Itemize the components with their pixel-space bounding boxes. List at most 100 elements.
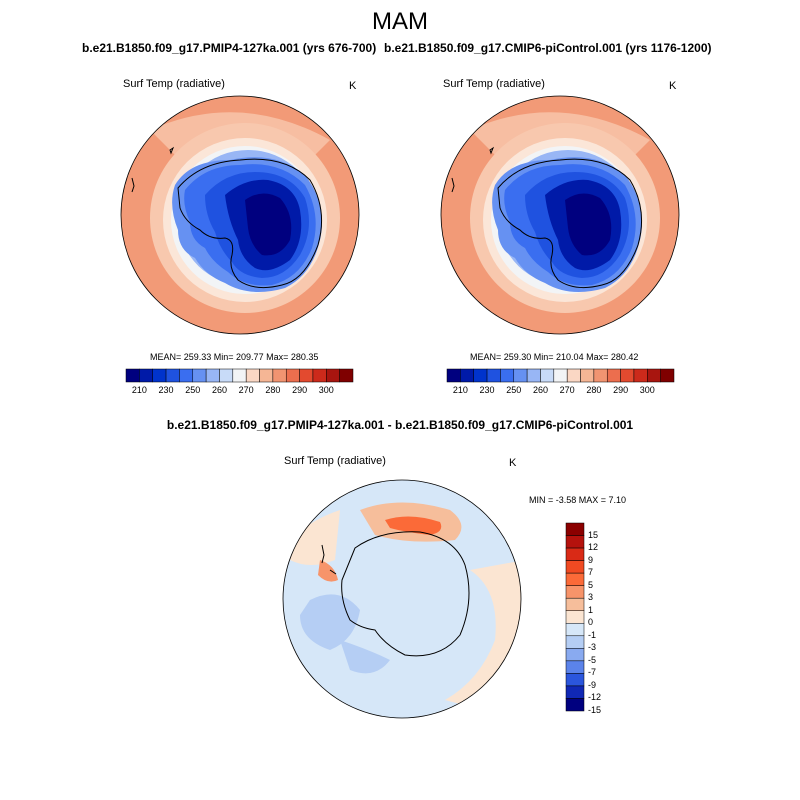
panel-1-colorbar-tick-label: 210 <box>131 385 147 395</box>
panel-2-colorbar-tick-label: 280 <box>586 385 602 395</box>
panel-1-colorbar-swatch <box>339 368 354 383</box>
difference-stats: MIN = -3.58 MAX = 7.10 <box>529 495 627 505</box>
panel-2-colorbar-swatch <box>526 368 541 383</box>
difference-colorbar-tick-label: 9 <box>588 554 594 565</box>
panel-2-colorbar-swatch <box>553 368 568 383</box>
difference-colorbar-tick-label: 1 <box>588 604 594 615</box>
difference-title: b.e21.B1850.f09_g17.PMIP4-127ka.001 - b.… <box>166 418 634 432</box>
difference-colorbar-swatch <box>565 610 585 624</box>
panel-2-colorbar-tick-label: 300 <box>639 385 655 395</box>
panel-1-colorbar-swatch <box>192 368 207 383</box>
panel-1-colorbar-swatch <box>232 368 247 383</box>
panel-2-colorbar-tick-label: 230 <box>479 385 495 395</box>
panel-1-colorbar-swatch <box>205 368 220 383</box>
difference-colorbar-swatch <box>565 572 585 586</box>
panel-2-polar-map <box>441 96 679 334</box>
difference-colorbar-tick-label: 3 <box>588 592 594 603</box>
difference-colorbar-swatch <box>565 698 585 712</box>
panel-1-colorbar-swatch <box>139 368 153 383</box>
panel-2-colorbar-swatch <box>606 368 621 383</box>
difference-colorbar-tick-label: -1 <box>588 629 597 640</box>
panel-1-units: K <box>349 80 357 92</box>
panel-2-colorbar-swatch <box>593 368 608 383</box>
difference-colorbar-swatch <box>565 522 585 536</box>
panel-2-colorbar-swatch <box>580 368 595 383</box>
panel-2-stats: MEAN= 259.30 Min= 210.04 Max= 280.42 <box>470 352 639 362</box>
panel-2-colorbar-tick-label: 270 <box>559 385 575 395</box>
panel-2-colorbar-tick-label: 290 <box>613 385 629 395</box>
difference-colorbar-swatch <box>565 560 585 574</box>
panel-1-colorbar-tick-label: 270 <box>238 385 254 395</box>
panel-1-polar-map <box>121 96 359 334</box>
panel-1-colorbar-swatch <box>272 368 287 383</box>
panel-1-title: b.e21.B1850.f09_g17.PMIP4-127ka.001 (yrs… <box>82 41 377 55</box>
panel-1-colorbar-swatch <box>165 368 180 383</box>
panel-2-colorbar-swatch <box>647 368 661 383</box>
panel-2-variable: Surf Temp (radiative) <box>443 78 545 90</box>
panel-2-colorbar-tick-label: 210 <box>452 385 468 395</box>
difference-colorbar-swatch <box>565 597 585 611</box>
panel-2-title: b.e21.B1850.f09_g17.CMIP6-piControl.001 … <box>384 41 712 55</box>
panel-2-colorbar-swatch <box>633 368 648 383</box>
panel-1-colorbar-swatch <box>299 368 314 383</box>
panel-1-stats: MEAN= 259.33 Min= 209.77 Max= 280.35 <box>150 352 319 362</box>
difference-colorbar-swatch <box>565 648 585 662</box>
difference-variable: Surf Temp (radiative) <box>284 455 386 467</box>
panel-1-colorbar-swatch <box>219 368 234 383</box>
difference-colorbar-swatch <box>565 585 585 599</box>
panel-1-colorbar-tick-label: 250 <box>185 385 201 395</box>
panel-1-colorbar-swatch <box>326 368 340 383</box>
panel-2-units: K <box>669 80 677 92</box>
panel-2-colorbar-swatch <box>540 368 555 383</box>
panel-1-colorbar-swatch <box>259 368 274 383</box>
panel-2-colorbar-swatch <box>486 368 501 383</box>
panel-1-variable: Surf Temp (radiative) <box>123 78 225 90</box>
panel-1-colorbar-swatch <box>152 368 167 383</box>
difference-colorbar <box>565 522 585 712</box>
panel-1-colorbar-tick-label: 230 <box>158 385 174 395</box>
panel-2-colorbar <box>446 368 675 383</box>
difference-polar-map <box>283 480 521 718</box>
panel-2-colorbar-swatch <box>513 368 528 383</box>
panel-1-colorbar-swatch <box>285 368 300 383</box>
panel-2-colorbar-swatch <box>620 368 635 383</box>
difference-colorbar-swatch <box>565 547 585 561</box>
difference-colorbar-tick-label: -3 <box>588 642 597 653</box>
difference-colorbar-swatch <box>565 535 585 549</box>
panel-2-colorbar-swatch <box>473 368 488 383</box>
panel-1-colorbar-swatch <box>179 368 194 383</box>
difference-colorbar-swatch <box>565 673 585 687</box>
panel-1-colorbar-swatch <box>125 368 140 383</box>
panel-2-colorbar-swatch <box>446 368 461 383</box>
difference-colorbar-swatch <box>565 635 585 649</box>
panel-1-colorbar <box>125 368 354 383</box>
panel-1-colorbar-tick-label: 290 <box>292 385 308 395</box>
difference-colorbar-tick-label: -7 <box>588 667 597 678</box>
difference-colorbar-tick-label: 15 <box>588 529 599 540</box>
panel-1-colorbar-swatch <box>245 368 260 383</box>
difference-colorbar-tick-label: 7 <box>588 567 594 578</box>
difference-colorbar-swatch <box>565 623 585 637</box>
panel-2-colorbar-swatch <box>660 368 675 383</box>
panel-1-colorbar-tick-label: 280 <box>265 385 281 395</box>
difference-units: K <box>509 457 517 469</box>
panel-2-colorbar-tick-label: 260 <box>532 385 548 395</box>
difference-colorbar-swatch <box>565 660 585 674</box>
figure-title: MAM <box>372 8 428 35</box>
difference-colorbar-tick-label: -5 <box>588 654 597 665</box>
difference-colorbar-swatch <box>565 685 585 699</box>
difference-colorbar-tick-label: -15 <box>588 705 602 715</box>
difference-colorbar-tick-label: 5 <box>588 579 594 590</box>
panel-1-colorbar-tick-label: 300 <box>318 385 334 395</box>
difference-colorbar-tick-label: 12 <box>588 542 599 553</box>
panel-1-colorbar-tick-label: 260 <box>211 385 227 395</box>
panel-2-colorbar-swatch <box>460 368 474 383</box>
panel-2-colorbar-swatch <box>566 368 581 383</box>
difference-colorbar-tick-label: -9 <box>588 679 597 690</box>
panel-2-colorbar-swatch <box>500 368 515 383</box>
difference-colorbar-tick-label: 0 <box>588 617 594 628</box>
panel-1-colorbar-swatch <box>312 368 327 383</box>
difference-colorbar-tick-label: -12 <box>588 692 602 703</box>
panel-2-colorbar-tick-label: 250 <box>506 385 522 395</box>
